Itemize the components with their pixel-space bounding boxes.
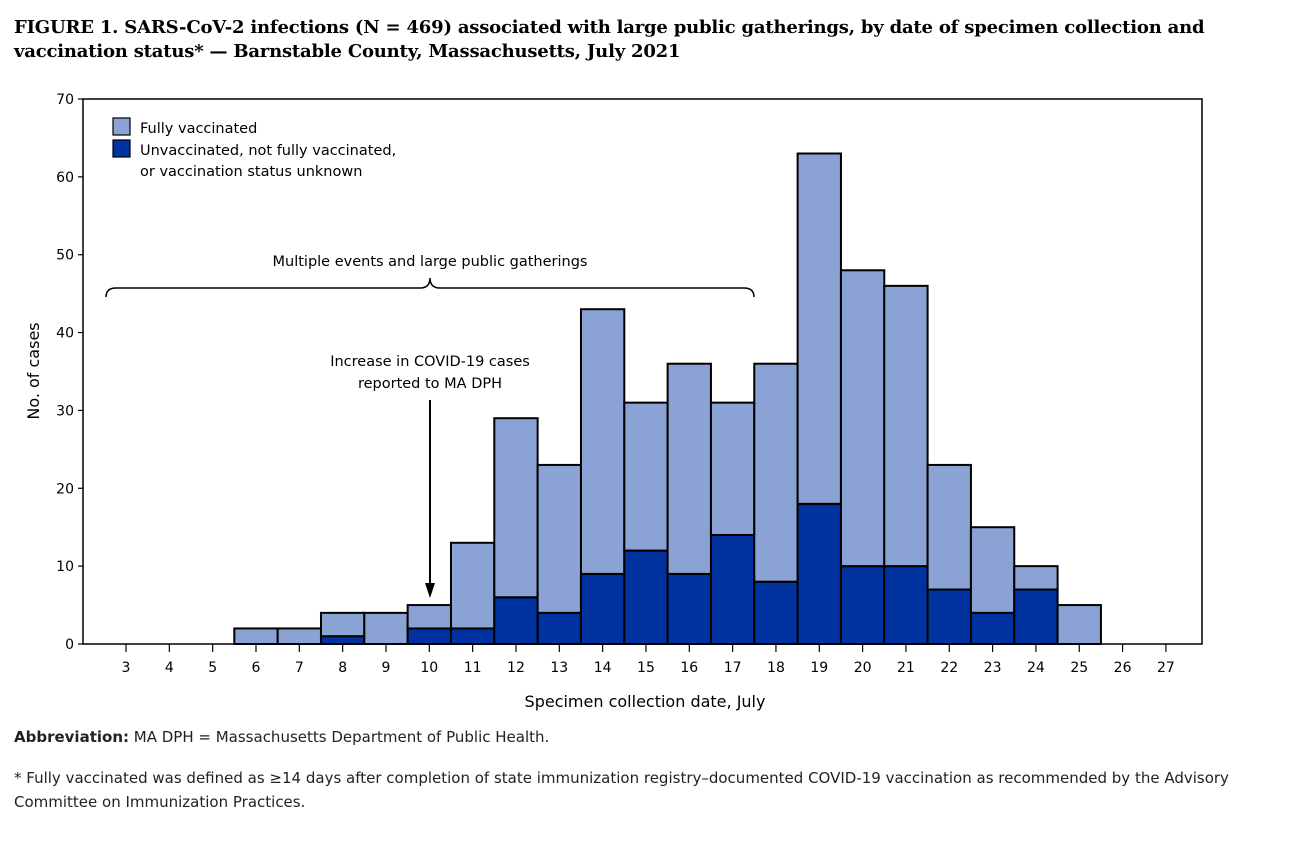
bar-unvaccinated: [969, 611, 1016, 645]
y-axis-label: No. of cases: [24, 322, 43, 419]
bar-fully-vaccinated: [536, 463, 582, 614]
bar-unvaccinated: [753, 580, 799, 646]
x-tick-label: 10: [420, 660, 438, 676]
legend-swatch-unvaccinated: [112, 139, 131, 158]
brace-annotation: [105, 277, 755, 298]
x-tick-label: 8: [338, 660, 347, 676]
bar-fully-vaccinated: [926, 463, 972, 591]
bar-unvaccinated: [536, 611, 582, 645]
bar-fully-vaccinated: [839, 269, 886, 568]
bar-fully-vaccinated: [363, 611, 409, 645]
x-tick-label: 22: [940, 660, 958, 676]
y-tick-label: 60: [56, 170, 74, 186]
x-tick-label: 7: [295, 660, 304, 676]
arrow-head-icon: [425, 583, 435, 598]
bar-unvaccinated: [623, 549, 669, 645]
x-tick-label: 16: [680, 660, 698, 676]
legend-label-fully-vaccinated: Fully vaccinated: [140, 121, 257, 137]
abbreviation-note: Abbreviation: MA DPH = Massachusetts Dep…: [14, 725, 549, 749]
arrow-label-line1: Increase in COVID-19 cases: [330, 354, 530, 370]
y-tick-label: 10: [56, 559, 74, 575]
x-tick-label: 14: [594, 660, 612, 676]
bar-fully-vaccinated: [493, 417, 539, 599]
plot-frame: [82, 98, 1203, 645]
bar-fully-vaccinated: [969, 526, 1016, 614]
brace-label: Multiple events and large public gatheri…: [273, 254, 588, 270]
bar-fully-vaccinated: [796, 152, 842, 505]
bar-fully-vaccinated: [319, 611, 366, 638]
x-tick-label: 26: [1114, 660, 1132, 676]
figure-title: FIGURE 1. SARS-CoV-2 infections (N = 469…: [14, 17, 1205, 62]
bar-unvaccinated: [449, 627, 496, 646]
x-tick-label: 13: [550, 660, 568, 676]
bar-fully-vaccinated: [276, 627, 322, 646]
bar-fully-vaccinated: [579, 308, 626, 575]
x-tick-label: 18: [767, 660, 785, 676]
x-tick-label: 25: [1070, 660, 1088, 676]
bar-fully-vaccinated: [406, 604, 452, 630]
footnote: * Fully vaccinated was defined as ≥14 da…: [14, 769, 1229, 811]
bar-unvaccinated: [406, 627, 452, 646]
y-tick-label: 70: [56, 92, 74, 108]
x-tick-label: 21: [897, 660, 915, 676]
bar-unvaccinated: [493, 596, 539, 645]
abbreviation-label: Abbreviation:: [14, 728, 129, 746]
bar-fully-vaccinated: [753, 362, 799, 583]
bar-unvaccinated: [796, 502, 842, 645]
x-tick-label: 15: [637, 660, 655, 676]
y-tick-label: 50: [56, 248, 74, 264]
bar-fully-vaccinated: [449, 541, 496, 630]
x-tick-label: 3: [122, 660, 131, 676]
bar-fully-vaccinated: [233, 627, 279, 646]
x-tick-label: 11: [464, 660, 482, 676]
y-tick-label: 40: [56, 326, 74, 342]
bar-fully-vaccinated: [1056, 604, 1102, 645]
x-tick-label: 23: [984, 660, 1002, 676]
arrow-label-line2: reported to MA DPH: [358, 376, 502, 392]
x-tick-label: 5: [208, 660, 217, 676]
legend-label-unvaccinated-line2: or vaccination status unknown: [140, 164, 362, 180]
abbreviation-text: MA DPH = Massachusetts Department of Pub…: [133, 728, 550, 746]
bar-unvaccinated: [926, 588, 972, 645]
x-tick-label: 12: [507, 660, 525, 676]
x-tick-label: 9: [382, 660, 391, 676]
bar-fully-vaccinated: [1013, 565, 1059, 591]
x-tick-label: 17: [724, 660, 742, 676]
bar-unvaccinated: [579, 572, 626, 646]
bar-unvaccinated: [319, 635, 366, 646]
bar-unvaccinated: [883, 565, 929, 646]
bar-unvaccinated: [839, 565, 886, 646]
y-tick-label: 20: [56, 481, 74, 497]
bar-fully-vaccinated: [623, 401, 669, 552]
y-tick-label: 30: [56, 403, 74, 419]
bar-fully-vaccinated: [666, 362, 712, 575]
x-tick-label: 4: [165, 660, 174, 676]
x-tick-label: 24: [1027, 660, 1045, 676]
bar-unvaccinated: [709, 534, 756, 645]
bar-unvaccinated: [1013, 588, 1059, 645]
bar-fully-vaccinated: [883, 284, 929, 568]
bar-fully-vaccinated: [709, 401, 756, 536]
x-tick-label: 27: [1157, 660, 1175, 676]
legend-label-unvaccinated-line1: Unvaccinated, not fully vaccinated,: [140, 143, 396, 159]
x-axis-label: Specimen collection date, July: [525, 692, 766, 711]
y-tick-label: 0: [65, 637, 74, 653]
x-tick-label: 6: [252, 660, 261, 676]
bar-unvaccinated: [666, 572, 712, 646]
legend-swatch-fully-vaccinated: [112, 117, 131, 136]
x-tick-label: 20: [854, 660, 872, 676]
x-tick-label: 19: [810, 660, 828, 676]
